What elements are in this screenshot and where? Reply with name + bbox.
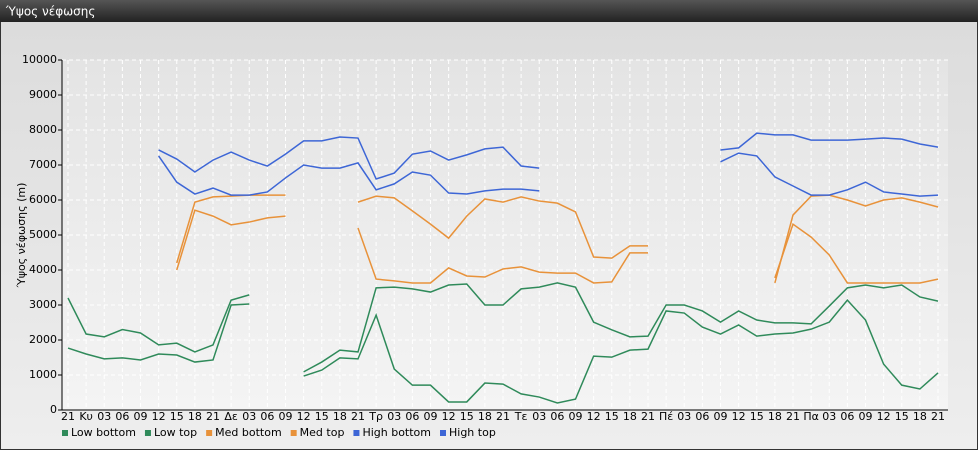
x-tick-label: 18 bbox=[188, 410, 202, 423]
x-tick-label: 12 bbox=[297, 410, 311, 423]
y-tick-label: 7000 bbox=[29, 158, 57, 171]
x-tick-label: Κυ bbox=[79, 410, 93, 423]
x-tick-label: 18 bbox=[913, 410, 927, 423]
x-tick-label: 09 bbox=[569, 410, 583, 423]
x-tick-label: 03 bbox=[532, 410, 546, 423]
y-tick-label: 0 bbox=[50, 403, 57, 416]
x-tick-label: 21 bbox=[496, 410, 510, 423]
series-line bbox=[67, 298, 939, 404]
x-tick-label: 21 bbox=[351, 410, 365, 423]
y-tick-label: 10000 bbox=[22, 53, 57, 66]
x-tick-label: 18 bbox=[478, 410, 492, 423]
legend-label: Med top bbox=[300, 426, 345, 439]
series-line bbox=[176, 209, 939, 284]
legend-label: Med bottom bbox=[215, 426, 282, 439]
x-tick-label: 09 bbox=[714, 410, 728, 423]
legend-label: Low bottom bbox=[71, 426, 136, 439]
x-tick-label: 12 bbox=[732, 410, 746, 423]
legend-label: High bottom bbox=[362, 426, 431, 439]
x-tick-label: 21 bbox=[931, 410, 945, 423]
y-tick-label: 2000 bbox=[29, 333, 57, 346]
x-tick-label: 18 bbox=[768, 410, 782, 423]
x-tick-label: 03 bbox=[387, 410, 401, 423]
title-bar bbox=[0, 0, 978, 22]
x-tick-label: 15 bbox=[170, 410, 184, 423]
x-tick-label: 15 bbox=[460, 410, 474, 423]
x-tick-label: Τρ bbox=[368, 410, 383, 423]
y-tick-label: 9000 bbox=[29, 88, 57, 101]
y-tick-label: 3000 bbox=[29, 298, 57, 311]
x-tick-label: 09 bbox=[424, 410, 438, 423]
x-tick-label: 15 bbox=[315, 410, 329, 423]
x-tick-label: 06 bbox=[550, 410, 564, 423]
series-line bbox=[67, 282, 939, 373]
legend-swatch bbox=[440, 430, 446, 436]
legend-swatch bbox=[206, 430, 213, 436]
y-tick-label: 1000 bbox=[29, 368, 57, 381]
x-tick-label: 15 bbox=[895, 410, 909, 423]
legend-label: High top bbox=[449, 426, 496, 439]
x-tick-label: 06 bbox=[115, 410, 129, 423]
x-tick-label: 21 bbox=[61, 410, 75, 423]
x-tick-label: 06 bbox=[695, 410, 709, 423]
x-tick-label: Πα bbox=[803, 410, 819, 423]
x-tick-label: 09 bbox=[859, 410, 873, 423]
x-tick-label: 21 bbox=[206, 410, 220, 423]
series-line bbox=[158, 132, 939, 180]
plot: 0 1000 2000 3000 4000 5000 6000 7000 8000 9000 100… bbox=[22, 53, 948, 439]
x-tick-label: 21 bbox=[786, 410, 800, 423]
legend-swatch bbox=[290, 430, 297, 436]
legend-label: Low top bbox=[154, 426, 197, 439]
x-tick-label: 06 bbox=[260, 410, 274, 423]
window-title: Ύψος νέφωσης bbox=[5, 5, 95, 19]
legend-swatch bbox=[62, 430, 68, 436]
series-line bbox=[176, 194, 939, 284]
x-tick-label: 09 bbox=[134, 410, 148, 423]
x-tick-label: 15 bbox=[750, 410, 764, 423]
x-tick-label: 21 bbox=[641, 410, 655, 423]
x-tick-label: 12 bbox=[587, 410, 601, 423]
x-tick-label: 03 bbox=[822, 410, 836, 423]
x-tick-label: 03 bbox=[97, 410, 111, 423]
y-tick-label: 4000 bbox=[29, 263, 57, 276]
x-tick-label: 12 bbox=[152, 410, 166, 423]
x-tick-label: 03 bbox=[242, 410, 256, 423]
x-tick-label: 09 bbox=[279, 410, 293, 423]
y-axis-label: Ύψος νέφωσης (m) bbox=[15, 183, 28, 289]
x-tick-label: 15 bbox=[605, 410, 619, 423]
x-tick-label: 18 bbox=[333, 410, 347, 423]
legend-swatch bbox=[353, 430, 360, 436]
y-tick-label: 5000 bbox=[29, 228, 57, 241]
x-tick-label: 06 bbox=[840, 410, 854, 423]
x-tick-label: 18 bbox=[623, 410, 637, 423]
x-tick-label: 03 bbox=[677, 410, 691, 423]
x-tick-label: 06 bbox=[405, 410, 419, 423]
x-tick-label: Τε bbox=[514, 410, 528, 423]
y-tick-label: 8000 bbox=[29, 123, 57, 136]
x-tick-label: 12 bbox=[442, 410, 456, 423]
y-tick-label: 6000 bbox=[29, 193, 57, 206]
x-tick-label: Δε bbox=[224, 410, 238, 423]
x-tick-label: Πέ bbox=[659, 410, 673, 423]
legend-swatch bbox=[144, 430, 151, 436]
x-tick-label: 12 bbox=[877, 410, 891, 423]
series-line bbox=[158, 152, 939, 197]
